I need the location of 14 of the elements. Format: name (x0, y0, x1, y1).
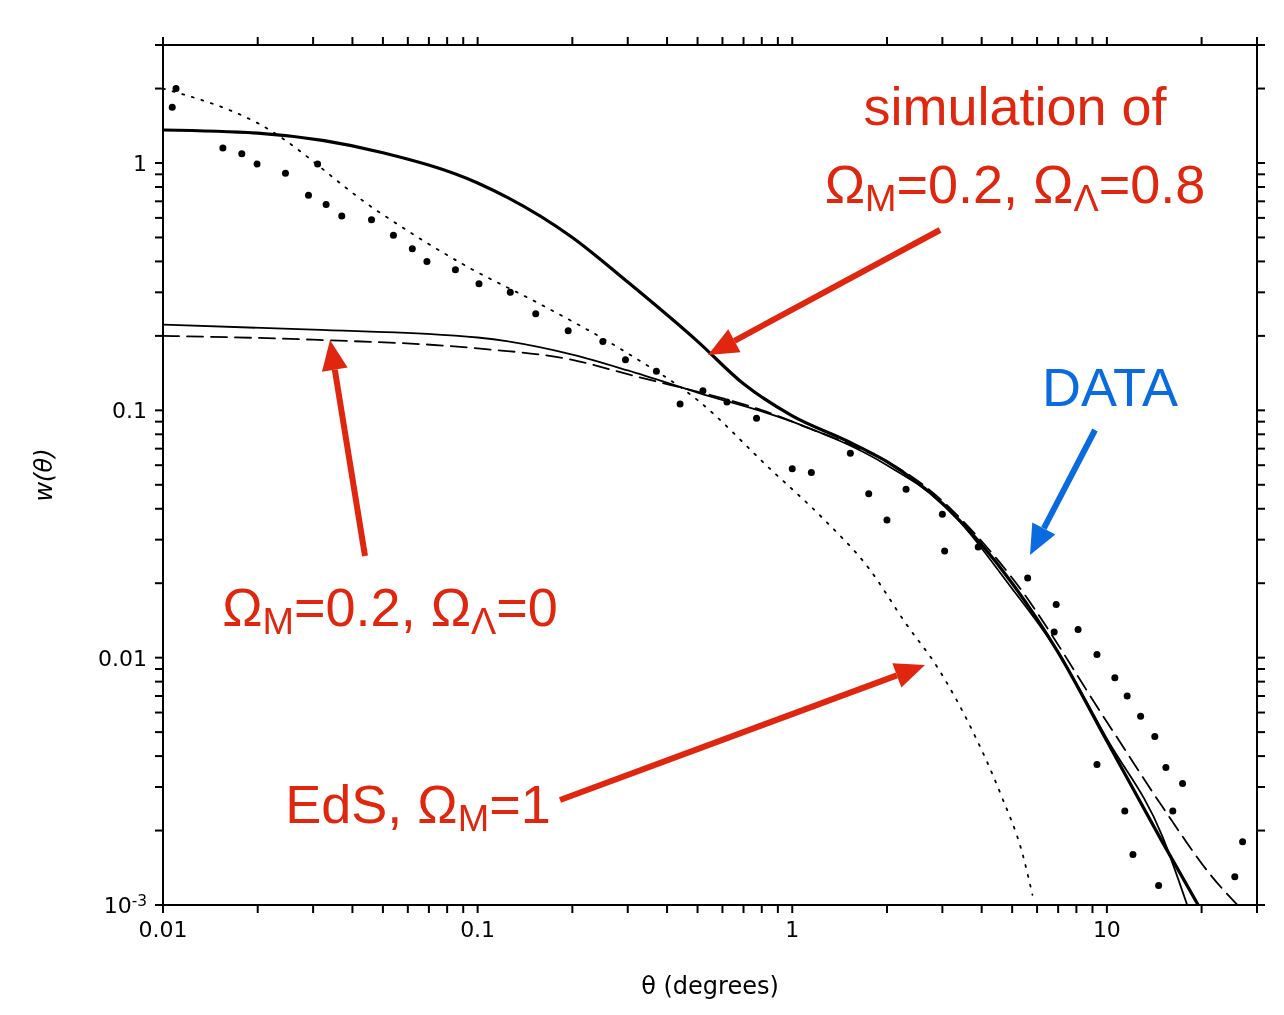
annotation: DATA (1041, 357, 1179, 417)
x-axis-title: θ (degrees) (641, 972, 779, 1000)
y-tick-label: 0.1 (112, 398, 147, 424)
x-tick-label: 10 (1092, 917, 1121, 942)
y-axis-title: w(θ) (30, 448, 58, 502)
x-tick-label: 1 (785, 917, 800, 942)
y-tick-label: 10$^{-3}$ (103, 892, 147, 918)
y-tick-label: 0.01 (98, 645, 147, 671)
annotation: EdS, Ω$_{M}$=1 (285, 774, 551, 839)
annotation: simulation of Ω$_{M}$=0.2, Ω$_{Λ}$=0.8 (824, 76, 1206, 219)
y-tick-label: 1 (133, 151, 147, 177)
annotation: Ω$_{M}$=0.2, Ω$_{Λ}$=0 (222, 577, 558, 642)
x-tick-label: 0.01 (138, 917, 188, 942)
x-tick-label: 0.1 (460, 917, 496, 942)
